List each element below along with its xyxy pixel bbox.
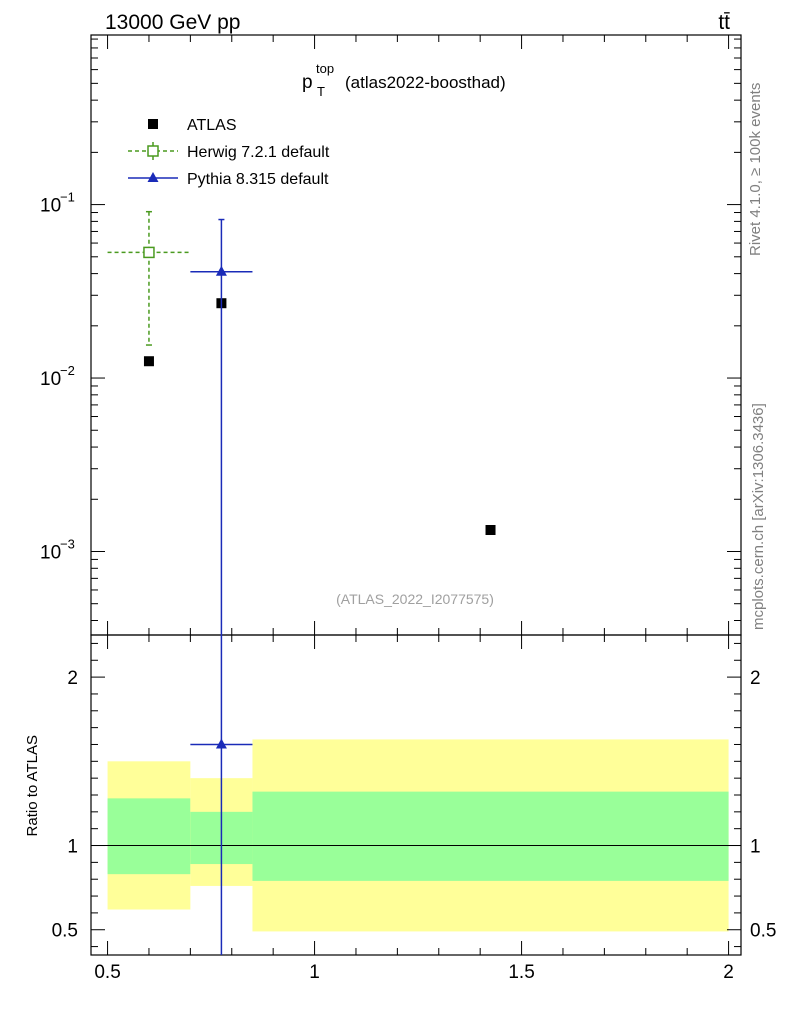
ratio-point: [215, 738, 227, 749]
axes: 0.5 1 1.5 210−110−210−30.5 0.51 12 2: [40, 34, 776, 983]
analysis-id: (ATLAS_2022_I2077575): [336, 591, 494, 607]
process-label: tt̄: [718, 11, 730, 34]
ratio-y-tick-label: 0.5: [52, 921, 78, 942]
ratio-y-tick-label-right: 2: [750, 668, 761, 689]
ratio-y-tick-label-right: 1: [750, 837, 761, 858]
source-label: mcplots.cern.ch [arXiv:1306.3436]: [750, 403, 767, 630]
ratio-bands: [107, 739, 729, 932]
ratio-y-tick-label-right: 0.5: [750, 921, 776, 942]
y-tick-exponent: −2: [60, 363, 75, 378]
x-tick-label: 1: [309, 962, 320, 983]
title-main: p: [302, 72, 313, 93]
title-sub: T: [317, 84, 325, 99]
legend-marker: [147, 145, 159, 157]
legend-marker: [148, 119, 158, 129]
energy-label: 13000 GeV pp: [105, 11, 240, 34]
ratio-y-tick-label: 2: [67, 668, 78, 689]
y-tick-label: 10: [40, 369, 61, 390]
ratio-inner-band: [252, 791, 729, 881]
ratio-ylabel: Ratio to ATLAS: [24, 735, 41, 836]
legend-label: Pythia 8.315 default: [187, 171, 329, 188]
x-tick-label: 0.5: [94, 962, 120, 983]
legend-label: Herwig 7.2.1 default: [187, 144, 330, 161]
y-tick-label: 10: [40, 196, 61, 217]
y-tick-exponent: −1: [60, 190, 75, 205]
legend-label: ATLAS: [187, 117, 237, 134]
data-point: [143, 356, 154, 367]
y-tick-exponent: −3: [60, 536, 75, 551]
ratio-y-tick-label: 1: [67, 837, 78, 858]
y-tick-label: 10: [40, 542, 61, 563]
data-point: [485, 525, 496, 536]
data-point: [143, 246, 155, 259]
title-sup: top: [316, 61, 334, 76]
rivet-label: Rivet 4.1.0, ≥ 100k events: [747, 83, 764, 256]
data-point: [215, 265, 227, 276]
data-marks: [107, 210, 496, 955]
ratio-inner-band: [107, 798, 191, 875]
title-suffix: (atlas2022-boosthad): [345, 73, 506, 92]
chart-title: p: [302, 72, 313, 93]
x-tick-label: 1.5: [508, 962, 534, 983]
legend: ATLAS Herwig 7.2.1 default Pythia 8.315 de…: [128, 117, 330, 188]
legend-marker: [147, 172, 159, 182]
x-tick-label: 2: [723, 962, 734, 983]
